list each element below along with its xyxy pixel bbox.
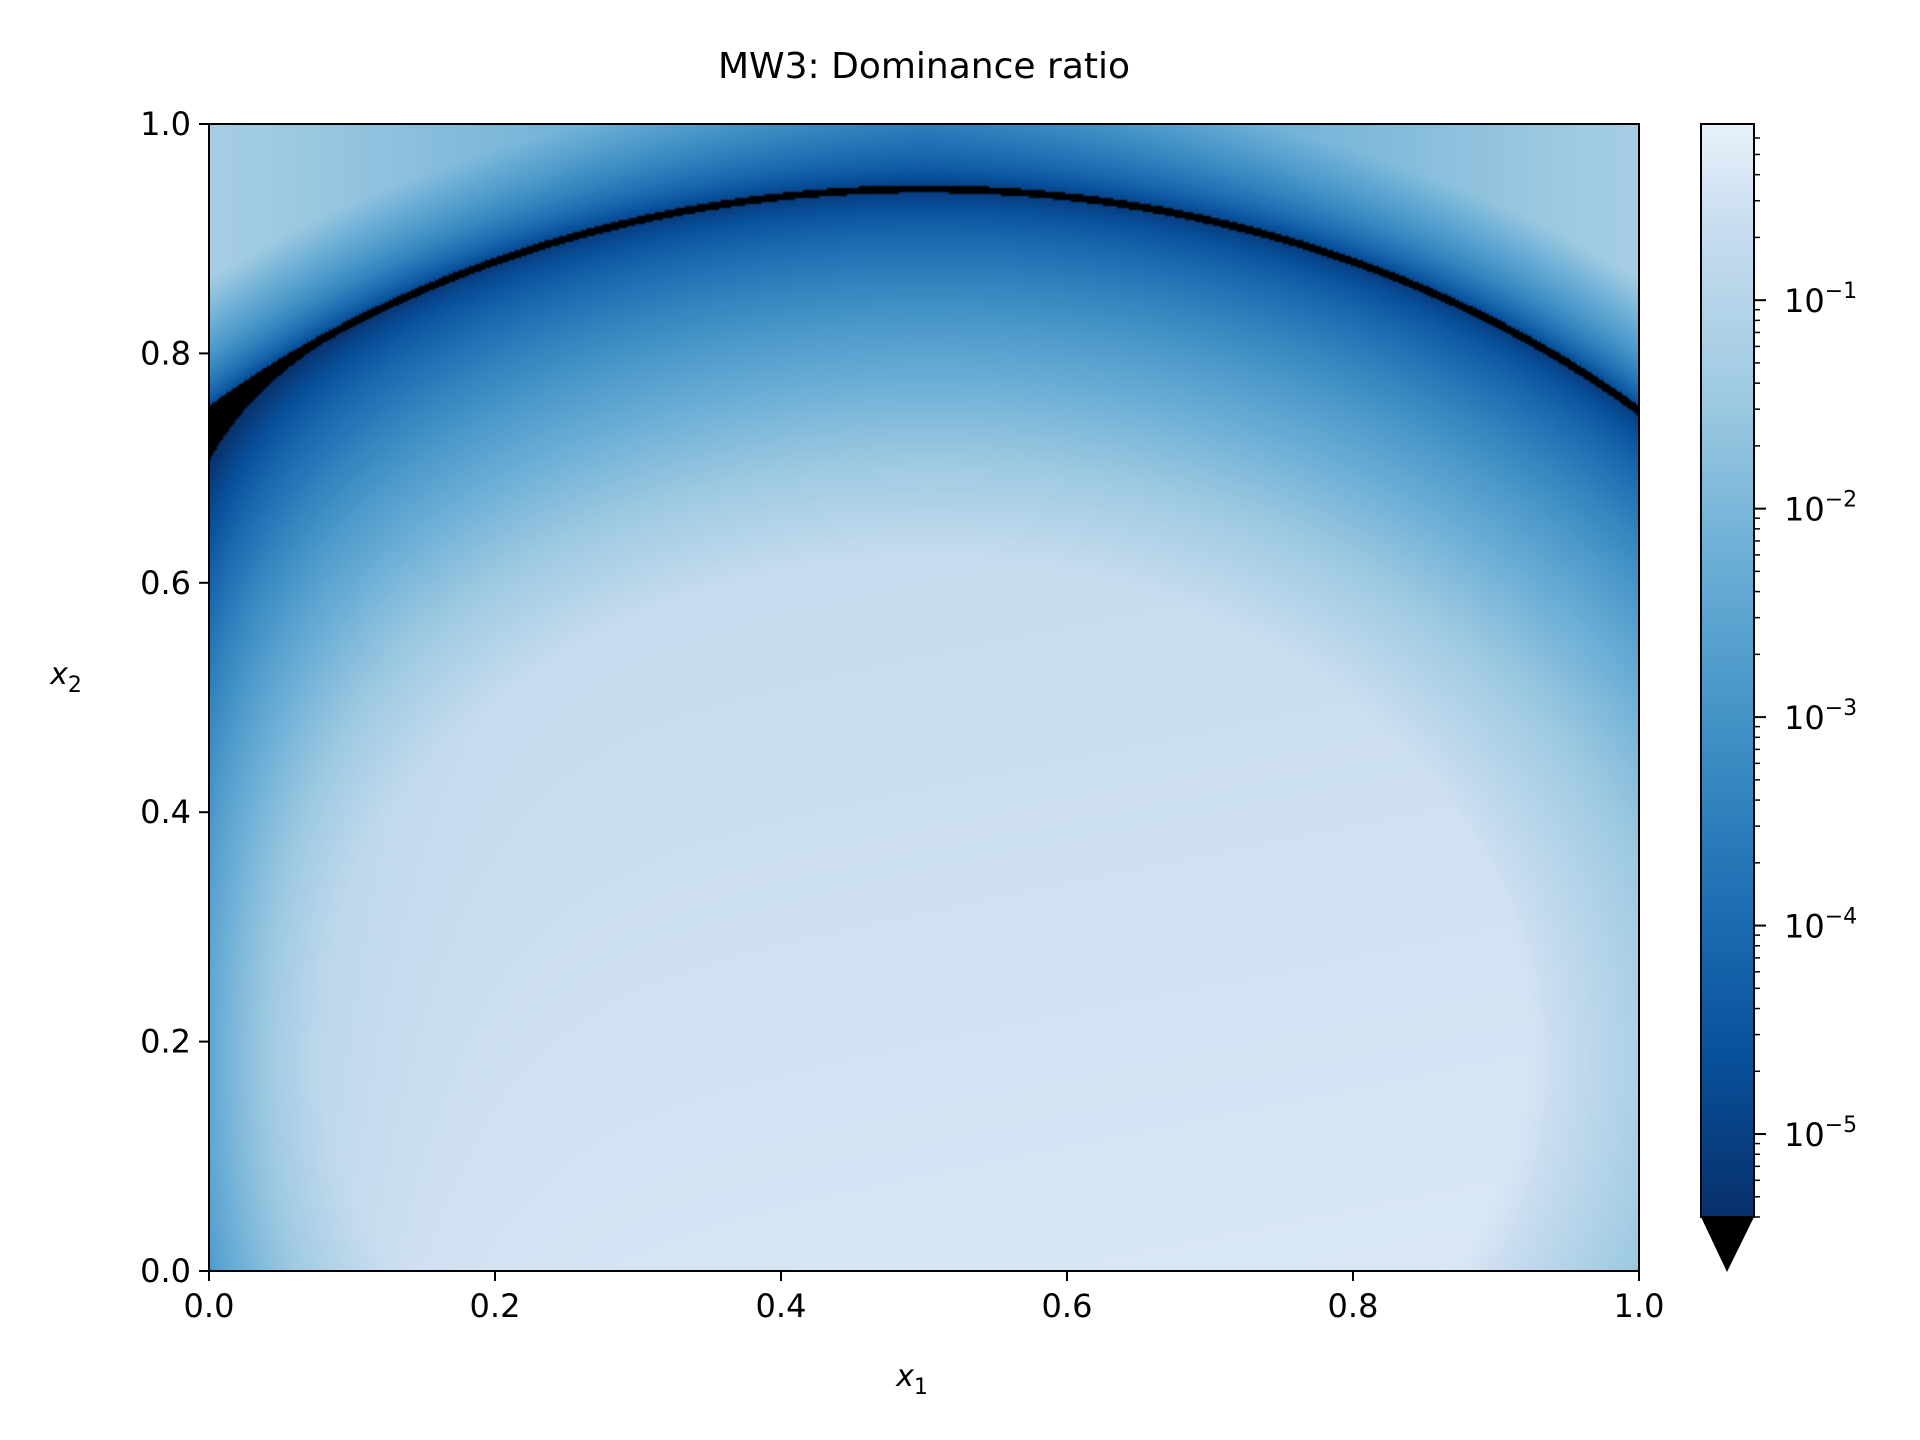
x-axis-label-subscript: 1	[914, 1375, 928, 1400]
x-axis-label: x1	[895, 1359, 928, 1400]
colorbar-tick-label: 10−5	[1784, 1113, 1857, 1154]
x-tick-label: 0.4	[756, 1287, 807, 1325]
plot-frame	[208, 123, 1640, 1272]
y-axis-ticks: 0.0 0.2 0.4 0.6 0.8 1.0	[140, 105, 209, 1290]
colorbar-extend-min-arrow	[1701, 1217, 1754, 1272]
y-axis-label-subscript: 2	[68, 673, 82, 698]
colorbar-tick-label: 10−3	[1784, 696, 1857, 737]
colorbar	[1700, 123, 1755, 1218]
colorbar-tick-label: 10−1	[1784, 279, 1857, 320]
y-axis-label: x2	[49, 657, 82, 698]
colorbar-tick-label: 10−4	[1784, 905, 1857, 946]
colorbar-ticks: 10−5 10−4 10−3 10−2 10−1	[1754, 137, 1857, 1218]
y-tick-label: 0.6	[140, 564, 191, 602]
x-axis-label-base: x	[895, 1359, 914, 1394]
heatmap-image	[209, 124, 1639, 1271]
x-axis-ticks: 0.0 0.2 0.4 0.6 0.8 1.0	[184, 1271, 1665, 1325]
x-tick-label: 1.0	[1614, 1287, 1665, 1325]
colorbar-tick-label: 10−2	[1784, 488, 1857, 529]
y-tick-label: 0.2	[140, 1023, 191, 1061]
y-tick-label: 0.8	[140, 334, 191, 372]
x-tick-label: 0.0	[184, 1287, 235, 1325]
chart-title: MW3: Dominance ratio	[718, 46, 1130, 87]
y-tick-label: 1.0	[140, 105, 191, 143]
x-tick-label: 0.6	[1042, 1287, 1093, 1325]
x-tick-label: 0.2	[470, 1287, 521, 1325]
y-tick-label: 0.4	[140, 793, 191, 831]
x-tick-label: 0.8	[1328, 1287, 1379, 1325]
y-axis-label-base: x	[49, 657, 68, 692]
y-tick-label: 0.0	[140, 1252, 191, 1290]
